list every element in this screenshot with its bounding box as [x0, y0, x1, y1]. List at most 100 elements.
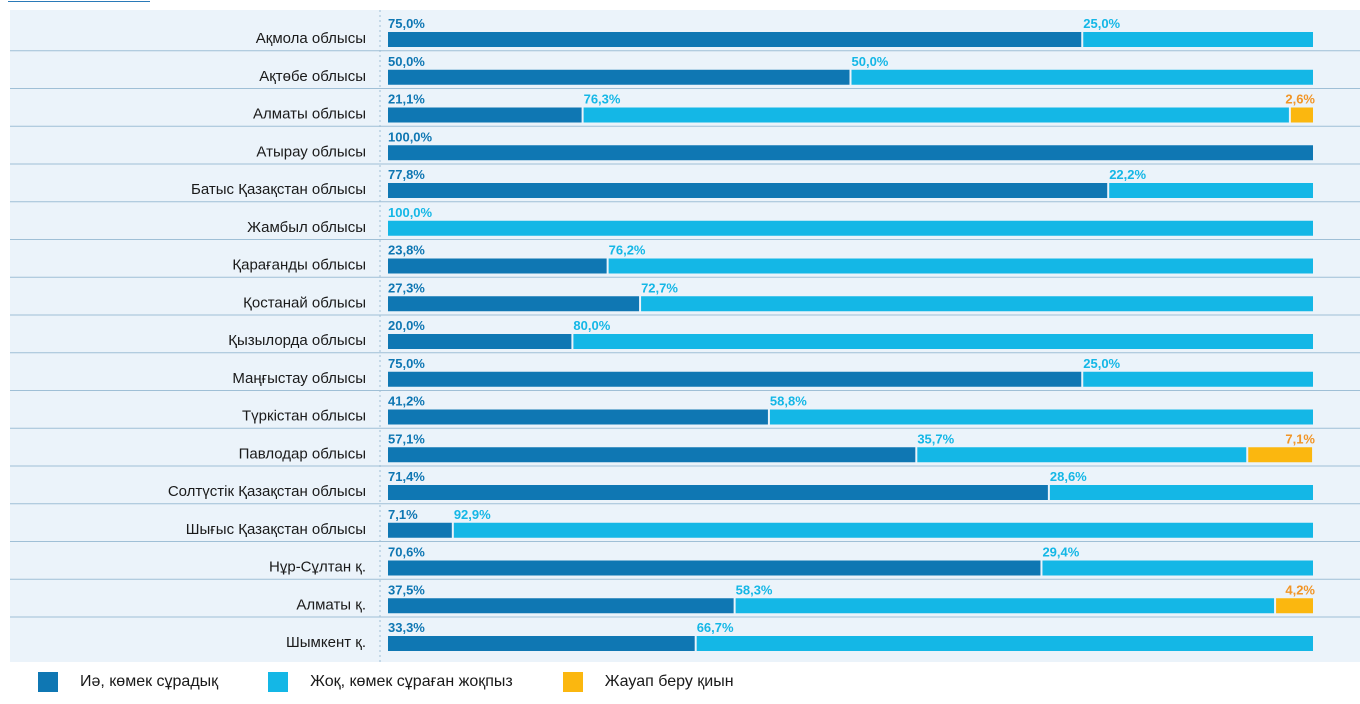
- data-label: 35,7%: [917, 431, 954, 446]
- legend-label-yes: Иә, көмек сұрадық: [80, 673, 219, 690]
- legend-swatch-no: [268, 672, 289, 692]
- legend-item-no: Жоқ, көмек сұраған жоқпыз: [268, 672, 513, 692]
- data-label: 75,0%: [388, 356, 425, 371]
- bar-segment: [388, 183, 1108, 198]
- category-label: Жамбыл облысы: [247, 219, 366, 236]
- bar-segment: [1276, 598, 1313, 614]
- bar-segment: [388, 598, 734, 614]
- category-label: Алматы қ.: [296, 596, 366, 613]
- category-label: Қызылорда облысы: [228, 332, 366, 349]
- category-label: Шымкент қ.: [286, 634, 366, 651]
- data-label: 23,8%: [388, 243, 425, 258]
- top-link-underline[interactable]: [8, 0, 150, 2]
- bar-segment: [388, 145, 1313, 161]
- bar-segment: [388, 334, 572, 349]
- data-label: 100,0%: [388, 205, 433, 220]
- category-labels: Ақмола облысы Ақтөбе облысы Алматы облысы А…: [168, 30, 366, 651]
- bar-segment: [851, 69, 1313, 85]
- data-label: 66,7%: [697, 620, 734, 635]
- bar-segment: [1109, 183, 1313, 198]
- category-label: Атырау облысы: [256, 143, 366, 160]
- data-label: 7,1%: [388, 507, 418, 522]
- data-label: 77,8%: [388, 167, 425, 182]
- bar-segment: [388, 485, 1048, 500]
- bar-segment: [388, 371, 1082, 387]
- data-label: 37,5%: [388, 582, 425, 597]
- bar-segment: [769, 409, 1313, 425]
- bar-segment: [388, 447, 916, 463]
- category-label: Қостанай облысы: [243, 294, 366, 311]
- data-label: 80,0%: [573, 318, 610, 333]
- category-label: Батыс Қазақстан облысы: [191, 181, 366, 198]
- category-label: Солтүстік Қазақстан облысы: [168, 483, 366, 500]
- legend: Иә, көмек сұрадық Жоқ, көмек сұраған жоқ…: [38, 672, 784, 692]
- bar-segment: [388, 522, 452, 538]
- bar-segment: [388, 636, 695, 651]
- category-label: Ақмола облысы: [256, 30, 366, 47]
- category-label: Түркістан облысы: [242, 408, 366, 425]
- legend-label-hard: Жауап беру қиын: [604, 673, 734, 690]
- legend-item-hard: Жауап беру қиын: [562, 672, 734, 692]
- category-label: Ақтөбе облысы: [259, 68, 366, 85]
- category-label: Маңғыстау облысы: [232, 370, 366, 387]
- bar-segment: [388, 69, 850, 85]
- bar-segment: [388, 220, 1313, 236]
- bar-segment: [573, 334, 1313, 349]
- bar-segment: [388, 560, 1041, 576]
- data-label: 57,1%: [388, 431, 425, 446]
- bar-segment: [388, 107, 582, 123]
- data-label: 41,2%: [388, 394, 425, 409]
- bar-segment: [453, 522, 1313, 538]
- data-label: 20,0%: [388, 318, 425, 333]
- legend-label-no: Жоқ, көмек сұраған жоқпыз: [310, 673, 513, 690]
- bar-segment: [735, 598, 1275, 614]
- bar-segment: [1083, 371, 1313, 387]
- bar-segment: [641, 296, 1313, 312]
- legend-swatch-yes: [38, 672, 58, 692]
- data-label: 50,0%: [852, 54, 889, 69]
- bar-segment: [388, 32, 1082, 47]
- category-label: Қарағанды облысы: [232, 257, 366, 274]
- legend-swatch-hard: [562, 672, 583, 692]
- bar-segment: [583, 107, 1289, 123]
- data-label: 25,0%: [1083, 356, 1120, 371]
- row-separators: [10, 50, 1360, 618]
- data-label: 33,3%: [388, 620, 425, 635]
- data-label: 21,1%: [388, 92, 425, 107]
- data-label: 92,9%: [454, 507, 491, 522]
- bar-segment: [1042, 560, 1313, 576]
- category-label: Шығыс Қазақстан облысы: [186, 521, 366, 538]
- data-label: 2,6%: [1285, 92, 1315, 107]
- bar-segments: [388, 32, 1313, 651]
- bar-segment: [1049, 485, 1313, 500]
- bar-segment: [1083, 32, 1313, 47]
- data-label: 28,6%: [1050, 469, 1087, 484]
- category-label: Нұр-Сұлтан қ.: [269, 559, 366, 576]
- data-label: 72,7%: [641, 280, 678, 295]
- legend-item-yes: Иә, көмек сұрадық: [38, 672, 218, 692]
- data-label: 4,2%: [1285, 582, 1315, 597]
- category-label: Алматы облысы: [253, 106, 366, 123]
- bar-segment: [608, 258, 1313, 274]
- bar-segment: [1290, 107, 1313, 123]
- category-label: Павлодар облысы: [239, 445, 366, 462]
- bar-segment: [388, 409, 768, 425]
- data-label: 58,8%: [770, 394, 807, 409]
- data-label: 100,0%: [388, 129, 433, 144]
- data-label: 25,0%: [1083, 16, 1120, 31]
- data-label: 76,3%: [584, 92, 621, 107]
- data-label: 50,0%: [388, 54, 425, 69]
- bar-segment: [1248, 447, 1313, 463]
- data-label: 29,4%: [1042, 545, 1079, 560]
- data-label: 71,4%: [388, 469, 425, 484]
- data-label: 76,2%: [609, 243, 646, 258]
- data-labels: 75,0% 25,0% 50,0% 50,0% 21,1% 76,3% 2,6% 100,0%…: [388, 16, 1315, 635]
- data-label: 22,2%: [1109, 167, 1146, 182]
- data-label: 75,0%: [388, 16, 425, 31]
- bar-segment: [696, 636, 1313, 651]
- data-label: 70,6%: [388, 545, 425, 560]
- data-label: 27,3%: [388, 280, 425, 295]
- bar-segment: [388, 296, 640, 312]
